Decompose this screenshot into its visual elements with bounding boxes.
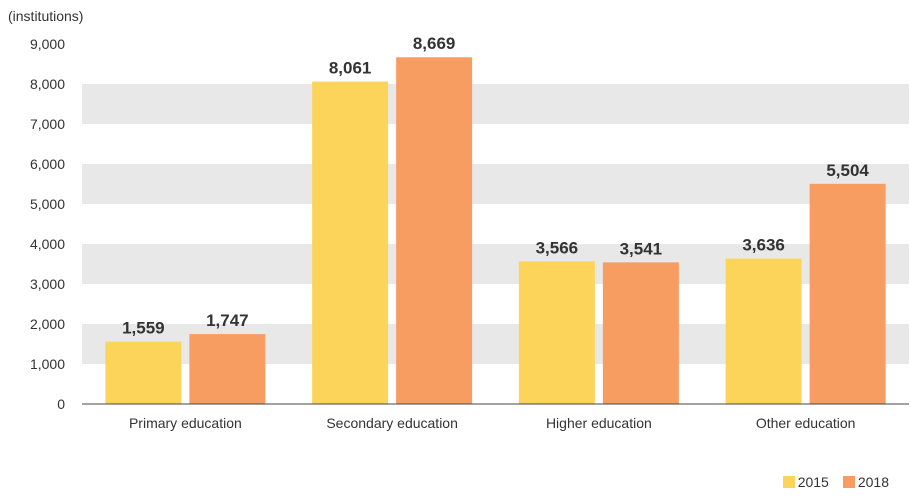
data-label: 8,061 <box>329 59 372 78</box>
data-label: 1,559 <box>122 319 165 338</box>
y-tick-label: 4,000 <box>30 236 65 252</box>
y-tick-label: 3,000 <box>30 276 65 292</box>
bar-2015 <box>518 261 595 404</box>
legend-item-2015: 2015 <box>782 474 829 490</box>
bar-2018 <box>189 334 266 404</box>
x-tick-label: Higher education <box>546 415 652 431</box>
x-tick-label: Primary education <box>129 415 242 431</box>
legend: 2015 2018 <box>782 474 889 490</box>
bar-2015 <box>105 341 182 404</box>
y-tick-label: 5,000 <box>30 196 65 212</box>
bar-2018 <box>396 57 473 405</box>
bar-2018 <box>602 262 679 404</box>
y-tick-label: 1,000 <box>30 356 65 372</box>
data-label: 1,747 <box>206 311 249 330</box>
grid-band <box>82 84 909 124</box>
grid-band <box>82 164 909 204</box>
data-label: 5,504 <box>826 161 869 180</box>
legend-item-2018: 2018 <box>842 474 889 490</box>
data-label: 8,669 <box>413 34 456 53</box>
legend-label-2015: 2015 <box>797 474 829 490</box>
bar-2018 <box>809 183 886 404</box>
data-label: 3,636 <box>742 236 785 255</box>
bar-2015 <box>312 81 389 404</box>
data-label: 3,541 <box>620 239 663 258</box>
y-tick-label: 2,000 <box>30 316 65 332</box>
x-tick-label: Other education <box>756 415 856 431</box>
y-tick-label: 9,000 <box>30 36 65 52</box>
bar-2015 <box>725 258 802 404</box>
y-tick-label: 7,000 <box>30 116 65 132</box>
data-label: 3,566 <box>536 238 579 257</box>
legend-swatch-2015 <box>782 476 795 488</box>
y-tick-label: 8,000 <box>30 76 65 92</box>
y-axis-unit-label: (institutions) <box>8 8 84 24</box>
legend-label-2018: 2018 <box>857 474 889 490</box>
x-tick-label: Secondary education <box>326 415 458 431</box>
legend-swatch-2018 <box>842 476 855 488</box>
y-tick-label: 6,000 <box>30 156 65 172</box>
y-tick-label: 0 <box>57 396 65 412</box>
